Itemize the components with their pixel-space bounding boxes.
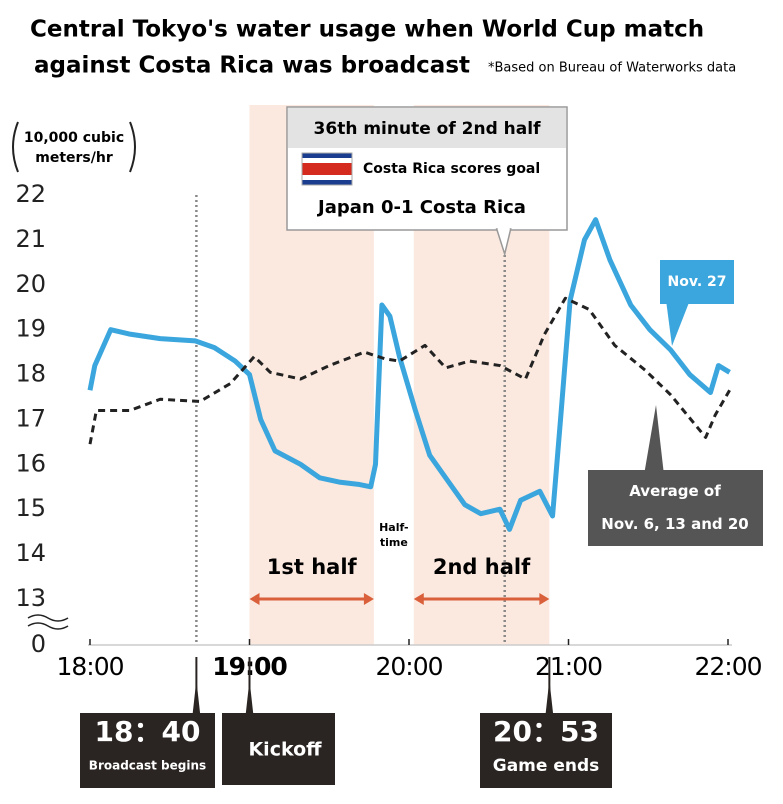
marker-label: Game ends xyxy=(493,756,600,776)
callout-pointer xyxy=(644,405,664,475)
halftime-label: time xyxy=(380,536,408,549)
goal-score: Japan 0-1 Costa Rica xyxy=(316,197,526,218)
y-tick-label: 18 xyxy=(15,360,46,388)
marker-box xyxy=(480,713,612,788)
y-tick-label: 16 xyxy=(15,449,46,477)
y-tick-label: 15 xyxy=(15,494,46,522)
marker-time: 20：53 xyxy=(493,715,599,748)
legend-label: Average of Nov. 6, 13 and 20 xyxy=(601,482,748,533)
flag xyxy=(302,175,352,180)
marker-pointer-head xyxy=(192,680,201,716)
callout-header xyxy=(288,108,566,148)
period-label: 1st half xyxy=(267,555,358,579)
y-axis-label: meters/hr xyxy=(35,150,113,166)
flag xyxy=(302,180,352,185)
y-tick-label: 21 xyxy=(15,225,46,253)
x-tick-label: 22:00 xyxy=(694,652,761,681)
source-note: *Based on Bureau of Waterworks data xyxy=(488,61,736,76)
paren xyxy=(12,121,136,173)
chart-title: Central Tokyo's water usage when World C… xyxy=(30,17,704,43)
series-line xyxy=(88,296,731,445)
callout-pointer xyxy=(666,300,690,346)
marker-time: 18：40 xyxy=(95,715,201,748)
x-tick-label: 21:00 xyxy=(535,652,602,681)
y-tick-label: 17 xyxy=(15,404,46,432)
y-tick-label: 14 xyxy=(15,539,46,567)
y-tick-label: 19 xyxy=(15,315,46,343)
flag xyxy=(302,163,352,175)
y-tick-label: 22 xyxy=(15,180,46,208)
y-tick-label: 0 xyxy=(31,630,46,658)
legend-box xyxy=(588,470,763,546)
y-tick-label: 20 xyxy=(15,270,46,298)
legend-box xyxy=(660,260,734,304)
halftime-label: Half- xyxy=(379,521,409,534)
goal-event: Costa Rica scores goal xyxy=(363,161,540,177)
axis-break xyxy=(27,614,69,630)
period-label: 2nd half xyxy=(433,555,531,579)
marker-pointer-head xyxy=(545,680,554,716)
series-line xyxy=(87,217,731,532)
x-tick-label: 20:00 xyxy=(375,652,442,681)
marker-label: Broadcast begins xyxy=(89,759,206,773)
flag xyxy=(302,153,352,158)
marker-label: Kickoff xyxy=(248,739,322,761)
marker-box xyxy=(80,713,215,788)
flag-border xyxy=(301,152,353,186)
y-tick-label: 13 xyxy=(15,584,46,612)
goal-heading: 36th minute of 2nd half xyxy=(314,119,542,139)
marker-pointer-head xyxy=(245,680,254,716)
x-tick-label: 18:00 xyxy=(56,652,123,681)
marker-box xyxy=(222,713,335,785)
y-axis-label: 10,000 cubic xyxy=(24,130,124,146)
chart-title: against Costa Rica was broadcast xyxy=(34,53,470,79)
flag xyxy=(302,158,352,163)
legend-label: Nov. 27 xyxy=(668,274,727,290)
